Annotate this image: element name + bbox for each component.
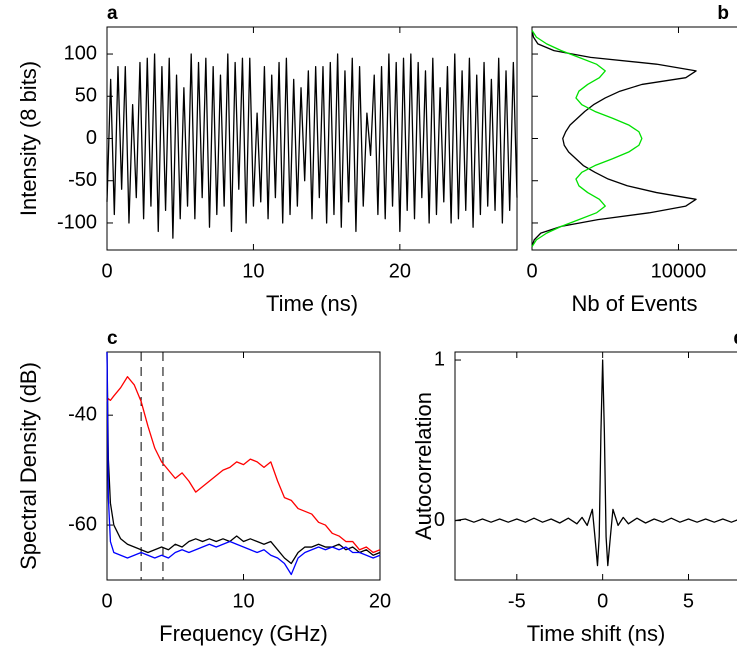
y-tick-label: -60 [68, 513, 97, 535]
x-tick-label: 5 [683, 590, 694, 612]
plot-frame [454, 351, 737, 581]
x-axis-label: Time (ns) [266, 291, 358, 316]
y-tick-label: 100 [64, 42, 97, 64]
x-tick-label: 20 [369, 590, 391, 612]
x-tick-label: 20 [389, 260, 411, 282]
x-axis-label: Frequency (GHz) [159, 621, 328, 646]
y-tick-label: 0 [434, 509, 445, 531]
panel-letter: b [717, 3, 729, 24]
y-tick-label: 1 [434, 348, 445, 370]
data-line [531, 30, 697, 247]
x-tick-label: 0 [101, 260, 112, 282]
x-tick-label: 0 [597, 590, 608, 612]
y-tick-label: -50 [68, 169, 97, 191]
data-line [106, 53, 518, 239]
panel-letter: a [107, 3, 118, 24]
x-tick-label: -5 [508, 590, 526, 612]
data-line [106, 351, 381, 576]
y-tick-label: 50 [75, 85, 97, 107]
plot-frame [106, 351, 381, 581]
y-tick-label: -100 [57, 211, 97, 233]
panel-letter: c [107, 328, 118, 349]
x-axis-label: Time shift (ns) [527, 621, 666, 646]
panel-letter: d [733, 328, 737, 349]
x-tick-label: 10 [242, 260, 264, 282]
data-line [531, 30, 643, 247]
x-tick-label: 10 [232, 590, 254, 612]
data-line [106, 351, 381, 565]
y-axis-label: Spectral Density (dB) [16, 362, 41, 570]
y-axis-label: Intensity (8 bits) [16, 61, 41, 216]
y-tick-label: -40 [68, 403, 97, 425]
x-tick-label: 0 [526, 260, 537, 282]
data-line [106, 376, 381, 554]
y-tick-label: 0 [86, 127, 97, 149]
x-tick-label: 10000 [651, 260, 707, 282]
x-tick-label: 0 [101, 590, 112, 612]
x-axis-label: Nb of Events [572, 291, 698, 316]
data-line [454, 359, 737, 567]
y-axis-label: Autocorrelation [411, 392, 436, 540]
